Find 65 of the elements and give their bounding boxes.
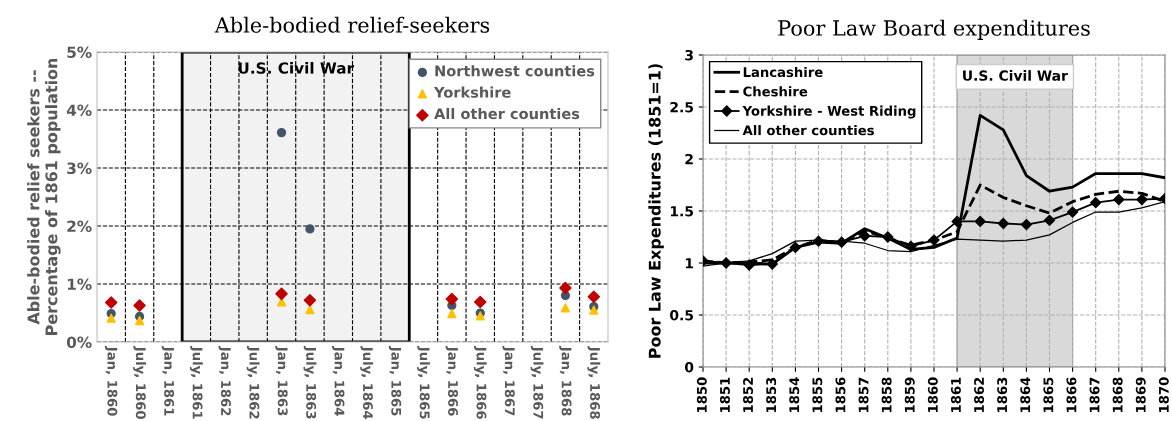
x-tick-label: 1852 [743, 377, 754, 412]
x-tick-label: July, 1866 [473, 346, 487, 419]
y-tick-label: 3% [67, 162, 92, 175]
y-tick-label: 0.5 [670, 309, 693, 321]
chart-title: Able-bodied relief-seekers [214, 16, 490, 33]
x-tick-label: 1858 [881, 377, 892, 412]
x-tick-label: 1869 [1135, 377, 1146, 412]
y-axis-title: Poor Law Expenditures (1851=1) [648, 64, 664, 358]
x-tick-label: July, 1861 [189, 346, 203, 419]
y-tick-label: 4% [66, 104, 92, 117]
x-tick-label: Jan, 1861 [161, 346, 175, 416]
y-tick-label: 5% [67, 46, 92, 59]
legend-label: Yorkshire [433, 86, 511, 98]
x-tick-label: July, 1865 [417, 346, 430, 419]
x-tick-label: 1862 [974, 377, 985, 412]
chart-title: Poor Law Board expenditures [778, 19, 1090, 40]
x-tick-label: 1870 [1158, 377, 1169, 412]
x-tick-label: 1856 [835, 377, 846, 412]
x-tick-label: 1865 [1043, 377, 1054, 412]
x-tick-label: Jan, 1866 [445, 346, 459, 416]
x-tick-label: Jan, 1865 [388, 346, 402, 416]
y-tick-label: 3 [685, 49, 693, 61]
x-tick-label: 1868 [1112, 377, 1123, 412]
x-tick-label: July, 1862 [246, 346, 260, 419]
y-tick-label: 1.5 [670, 206, 693, 217]
x-tick-label: 1860 [927, 377, 938, 412]
x-tick-label: July, 1868 [587, 346, 601, 419]
y-tick-label: 2 [685, 153, 693, 165]
x-tick-label: 1861 [950, 377, 961, 412]
x-tick-label: Jan, 1868 [559, 346, 572, 416]
y-tick-label: 2% [67, 220, 92, 233]
y-tick-label: 1% [67, 278, 92, 291]
x-tick-label: 1857 [858, 377, 869, 412]
y-axis-title: Able-bodied relief seekers -- Percentage of 1861 population [27, 58, 61, 335]
legend-label: Yorkshire - West Riding [742, 105, 916, 119]
x-tick-label: 1867 [1089, 377, 1100, 412]
legend-label: Lancashire [743, 66, 823, 78]
x-tick-label: July, 1864 [360, 346, 374, 419]
legend-label: Cheshire [743, 86, 808, 97]
x-tick-label: Jan, 1864 [332, 346, 345, 416]
band-label: U.S. Civil War [963, 70, 1068, 81]
x-tick-label: July, 1867 [530, 346, 544, 419]
x-tick-label: Jan, 1867 [502, 346, 515, 416]
x-tick-label: 1864 [1020, 377, 1031, 412]
y-tick-label: 0 [684, 361, 694, 373]
x-tick-label: 1853 [766, 377, 777, 412]
y-tick-label: 0% [66, 336, 92, 349]
x-tick-label: 1855 [812, 377, 823, 412]
legend-label: Northwest counties [435, 65, 595, 77]
x-tick-label: 1859 [904, 377, 915, 412]
x-tick-label: 1866 [1066, 377, 1077, 412]
x-tick-label: Jan, 1863 [275, 346, 288, 416]
x-tick-label: 1863 [997, 377, 1008, 412]
legend-label: All other counties [434, 107, 580, 120]
x-tick-label: July, 1860 [133, 346, 147, 419]
band-label: U.S. Civil War [238, 62, 355, 74]
x-tick-label: 1854 [789, 377, 800, 412]
x-tick-label: 1851 [719, 377, 730, 412]
y-tick-label: 2.5 [670, 101, 693, 113]
x-tick-label: Jan, 1860 [104, 346, 118, 416]
x-tick-label: July, 1863 [303, 346, 317, 419]
x-tick-label: Jan, 1862 [218, 346, 231, 416]
y-tick-label: 1 [685, 258, 694, 269]
legend-label: All other counties [742, 125, 874, 136]
x-tick-label: 1850 [696, 377, 707, 412]
